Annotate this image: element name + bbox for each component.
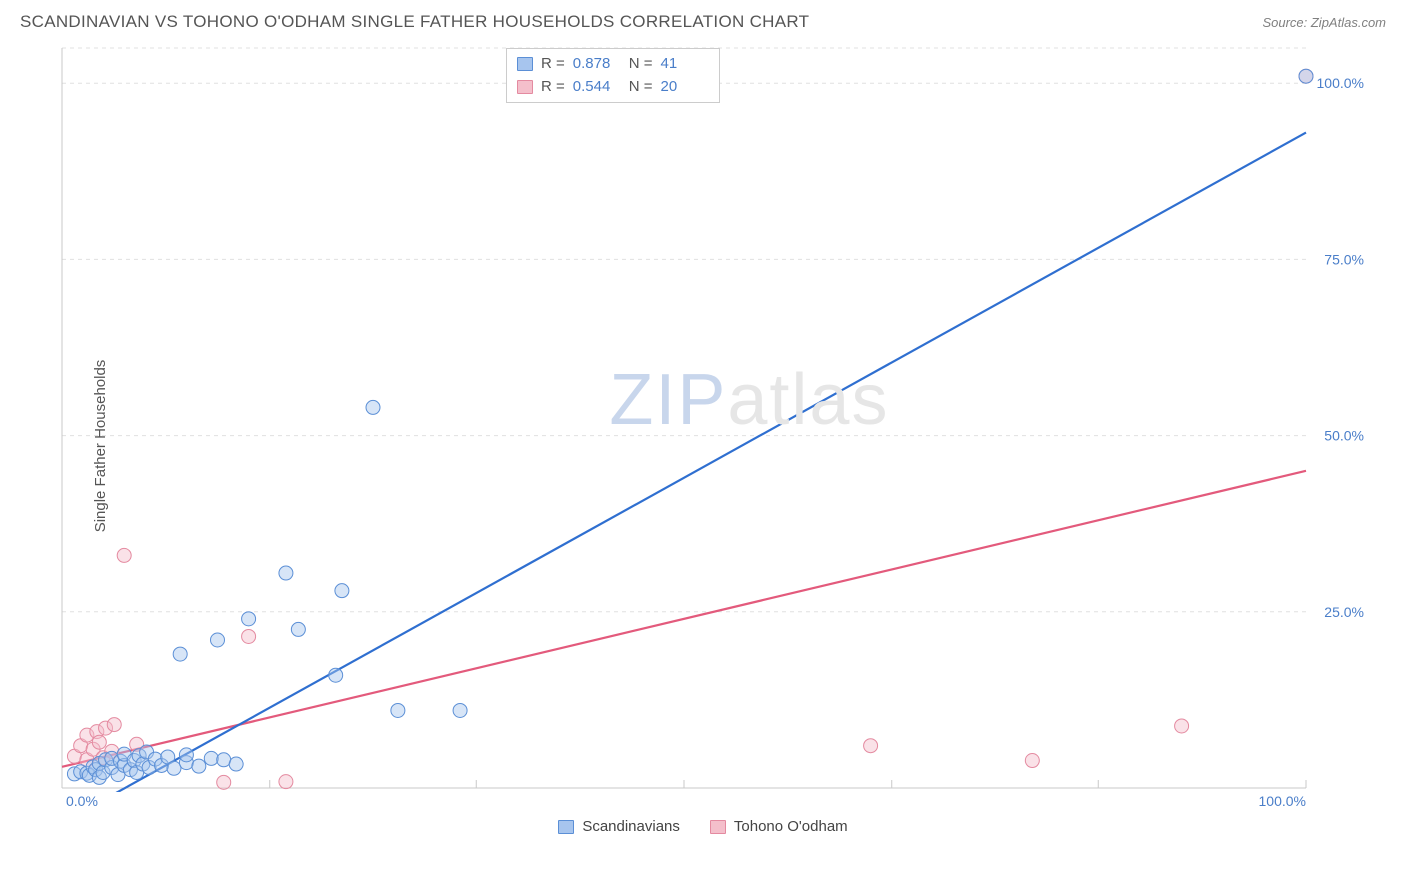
- scatter-chart: 25.0% 50.0% 75.0% 100.0% 0.0% 100.0%: [56, 42, 1376, 812]
- source-attribution: Source: ZipAtlas.com: [1262, 15, 1386, 30]
- stat-r-a: 0.878: [573, 53, 621, 76]
- correlation-stats-box: R = 0.878 N = 41 R = 0.544 N = 20: [506, 48, 720, 103]
- stat-n-a: 41: [661, 53, 709, 76]
- legend-label-a: Scandinavians: [582, 818, 680, 835]
- legend-label-b: Tohono O'odham: [734, 818, 848, 835]
- stat-label: N =: [629, 53, 653, 76]
- legend-item-a: Scandinavians: [558, 818, 680, 835]
- stat-label: R =: [541, 53, 565, 76]
- stats-row-series-a: R = 0.878 N = 41: [517, 53, 709, 76]
- svg-text:50.0%: 50.0%: [1324, 428, 1364, 444]
- svg-text:75.0%: 75.0%: [1324, 251, 1364, 267]
- swatch-series-b: [710, 820, 726, 834]
- swatch-series-b: [517, 80, 533, 94]
- legend: Scandinavians Tohono O'odham: [0, 818, 1406, 835]
- swatch-series-a: [558, 820, 574, 834]
- stat-n-b: 20: [661, 76, 709, 99]
- stat-label: R =: [541, 76, 565, 99]
- svg-text:100.0%: 100.0%: [1259, 793, 1306, 809]
- svg-text:25.0%: 25.0%: [1324, 604, 1364, 620]
- stat-r-b: 0.544: [573, 76, 621, 99]
- swatch-series-a: [517, 57, 533, 71]
- svg-text:0.0%: 0.0%: [66, 793, 98, 809]
- svg-text:100.0%: 100.0%: [1317, 75, 1364, 91]
- stat-label: N =: [629, 76, 653, 99]
- legend-item-b: Tohono O'odham: [710, 818, 848, 835]
- chart-title: SCANDINAVIAN VS TOHONO O'ODHAM SINGLE FA…: [20, 12, 809, 32]
- stats-row-series-b: R = 0.544 N = 20: [517, 76, 709, 99]
